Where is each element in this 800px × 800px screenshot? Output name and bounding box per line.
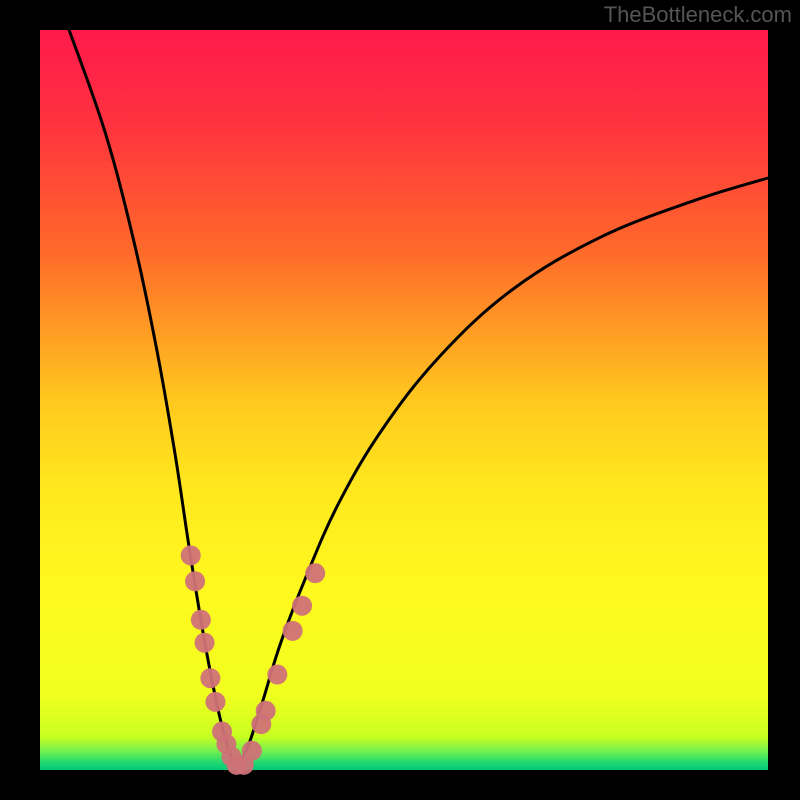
data-marker [195,633,215,653]
data-marker [305,563,325,583]
chart-canvas: TheBottleneck.com [0,0,800,800]
data-marker [191,610,211,630]
data-marker [185,571,205,591]
watermark-text: TheBottleneck.com [604,2,792,28]
bottleneck-chart-svg [0,0,800,800]
data-marker [267,665,287,685]
data-marker [181,545,201,565]
data-marker [256,701,276,721]
data-marker [292,596,312,616]
data-marker [200,668,220,688]
data-marker [283,621,303,641]
data-marker [205,692,225,712]
data-marker [242,741,262,761]
